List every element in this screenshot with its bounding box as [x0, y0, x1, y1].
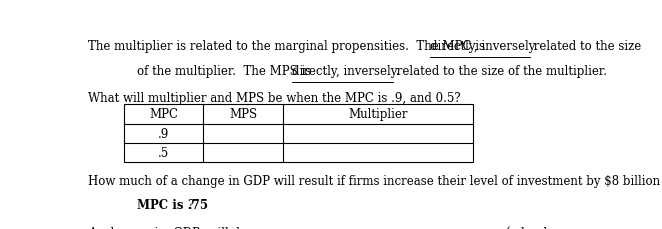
Text: What will multiplier and MPS be when the MPC is .9, and 0.5?: What will multiplier and MPS be when the… [88, 92, 461, 105]
Text: A  change  in  GDP  will  be: A change in GDP will be [88, 226, 254, 229]
Text: .9: .9 [158, 128, 169, 140]
Text: related to the size: related to the size [530, 40, 641, 53]
Text: .   (: . ( [491, 226, 510, 229]
Bar [124, 104, 473, 162]
Text: MPC: MPC [149, 108, 178, 121]
Text: of the multiplier.  The MPS is: of the multiplier. The MPS is [136, 65, 314, 77]
Text: The multiplier is related to the marginal propensities.  The MPC is: The multiplier is related to the margina… [88, 40, 489, 53]
Text: MPC is .75: MPC is .75 [136, 198, 208, 211]
Text: How much of a change in GDP will result if firms increase their level of investm: How much of a change in GDP will result … [88, 174, 662, 187]
Text: directly, inversely.: directly, inversely. [293, 65, 400, 77]
Text: Multiplier: Multiplier [348, 108, 408, 121]
Text: related to the size of the multiplier.: related to the size of the multiplier. [393, 65, 607, 77]
Text: .5: .5 [158, 147, 169, 160]
Text: how  you: how you [536, 226, 596, 229]
Text: show: show [516, 226, 546, 229]
Text: MPS: MPS [229, 108, 257, 121]
Text: ?: ? [187, 198, 193, 211]
Text: directly, inversely.: directly, inversely. [430, 40, 538, 53]
